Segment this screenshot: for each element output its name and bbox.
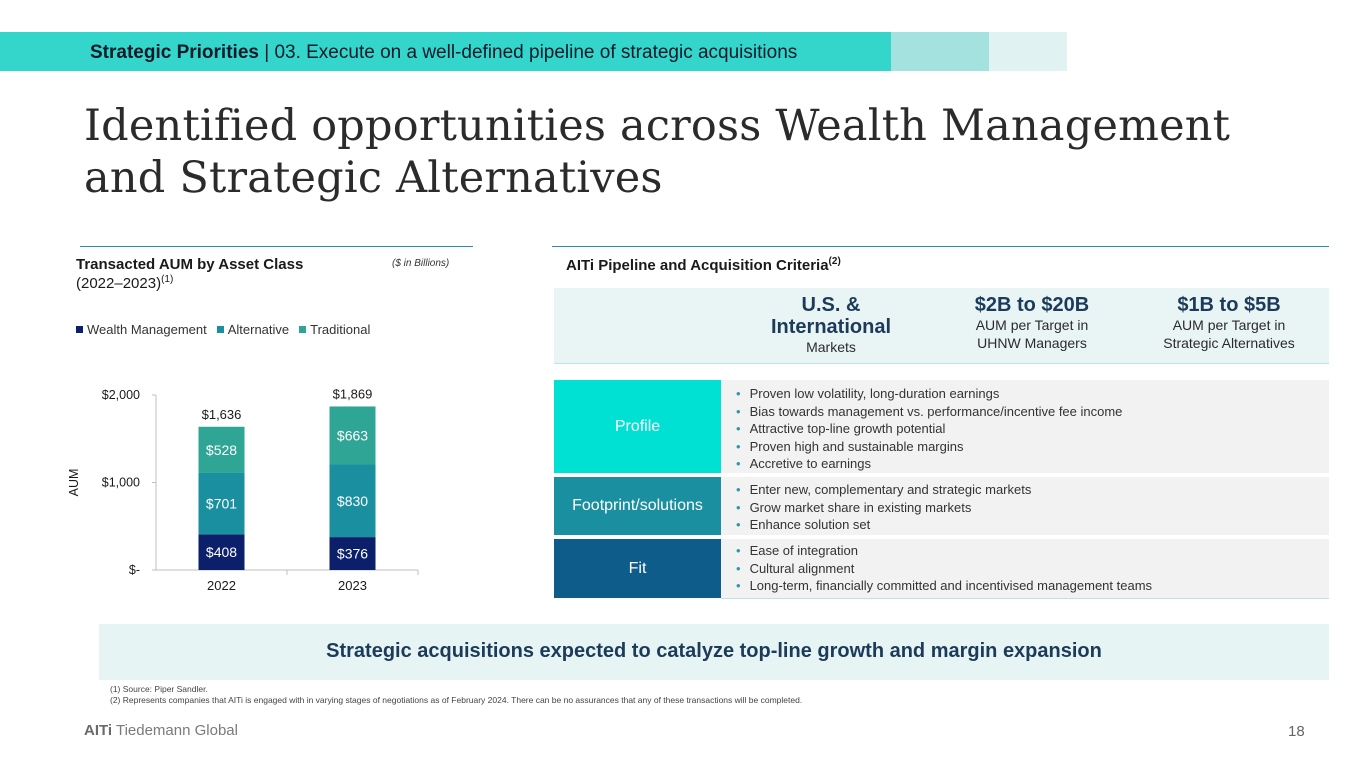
legend-item-traditional: Traditional bbox=[299, 322, 370, 337]
bar-segment-label: $701 bbox=[206, 496, 237, 512]
criteria-markets: U.S. & International Markets bbox=[746, 294, 916, 356]
criteria-uhnw-caption: AUM per Target in UHNW Managers bbox=[975, 317, 1089, 351]
list-item: Ease of integration bbox=[736, 542, 1152, 560]
x-tick-label: 2023 bbox=[338, 578, 367, 593]
banner-bar bbox=[0, 32, 891, 71]
criteria-uhnw: $2B to $20B AUM per Target in UHNW Manag… bbox=[942, 294, 1122, 352]
bar-segment bbox=[329, 406, 376, 465]
chart-divider bbox=[80, 246, 473, 247]
list-item: Cultural alignment bbox=[736, 560, 1152, 578]
chart-legend: Wealth Management Alternative Traditiona… bbox=[76, 322, 370, 337]
chart-unit-note: ($ in Billions) bbox=[392, 258, 450, 269]
pipeline-divider bbox=[552, 246, 1329, 247]
logo-text: Tiedemann Global bbox=[112, 722, 238, 739]
legend-swatch bbox=[299, 326, 307, 333]
criteria-uhnw-value: $2B to $20B bbox=[974, 294, 1090, 316]
y-axis-title: AUM bbox=[67, 469, 81, 497]
chart-subtitle: (2022–2023)(1) bbox=[76, 274, 174, 292]
criteria-markets-caption: Markets bbox=[806, 339, 856, 355]
row-label-footprint: Footprint/solutions bbox=[554, 477, 721, 535]
footnotes: (1) Source: Piper Sandler. (2) Represent… bbox=[110, 684, 802, 706]
section-banner: Strategic Priorities | 03. Execute on a … bbox=[90, 42, 797, 64]
criteria-alternatives: $1B to $5B AUM per Target in Strategic A… bbox=[1139, 294, 1319, 352]
banner-section-text: | 03. Execute on a well-defined pipeline… bbox=[258, 42, 798, 63]
list-item: Enter new, complementary and strategic m… bbox=[736, 481, 1032, 499]
page-number: 18 bbox=[1288, 723, 1305, 740]
bar-segment bbox=[329, 464, 376, 538]
y-tick-label: $1,000 bbox=[102, 476, 140, 490]
banner-section-label: Strategic Priorities bbox=[90, 42, 259, 63]
logo-mark: AITi bbox=[84, 722, 113, 739]
profile-criteria-list: Proven low volatility, long-duration ear… bbox=[736, 385, 1123, 473]
legend-item-wealth: Wealth Management bbox=[76, 322, 207, 337]
banner-accent-light bbox=[989, 32, 1067, 71]
bar-segment-label: $376 bbox=[337, 546, 368, 562]
row-label-fit: Fit bbox=[554, 539, 721, 598]
criteria-alternatives-caption: AUM per Target in Strategic Alternatives bbox=[1163, 317, 1295, 351]
row-label-profile: Profile bbox=[554, 380, 721, 473]
bar-total-label: $1,869 bbox=[333, 386, 373, 401]
bar-segment bbox=[329, 537, 376, 570]
pipeline-title: AITi Pipeline and Acquisition Criteria(2… bbox=[566, 256, 841, 274]
bar-segment bbox=[198, 534, 245, 570]
bar-segment bbox=[198, 426, 245, 473]
chart-title: Transacted AUM by Asset Class bbox=[76, 256, 304, 273]
bar-segment-label: $663 bbox=[337, 427, 368, 443]
page-title: Identified opportunities across Wealth M… bbox=[84, 101, 1231, 203]
company-logo: AITi Tiedemann Global bbox=[84, 722, 238, 739]
list-item: Bias towards management vs. performance/… bbox=[736, 403, 1123, 421]
takeaway-text: Strategic acquisitions expected to catal… bbox=[326, 640, 1102, 662]
legend-item-alternative: Alternative bbox=[216, 322, 289, 337]
legend-swatch bbox=[76, 326, 83, 333]
list-item: Proven high and sustainable margins bbox=[736, 438, 1122, 456]
takeaway-band bbox=[99, 624, 1329, 680]
legend-swatch bbox=[216, 326, 224, 333]
list-item: Accretive to earnings bbox=[736, 455, 1122, 473]
bar-total-label: $1,636 bbox=[202, 407, 242, 422]
y-tick-label: $- bbox=[129, 563, 140, 577]
list-item: Grow market share in existing markets bbox=[736, 499, 1031, 517]
list-item: Long-term, financially committed and inc… bbox=[736, 577, 1152, 595]
aum-stacked-bar-chart: $- $1,000 $2,000 AUM $408 $701 $528 $1,636 2022 $… bbox=[67, 386, 419, 593]
banner-accent bbox=[891, 32, 989, 71]
fit-criteria-list: Ease of integration Cultural alignment L… bbox=[736, 542, 1152, 595]
criteria-band: U.S. & International Markets $2B to $20B… bbox=[554, 288, 1329, 364]
criteria-markets-value: U.S. & International bbox=[770, 294, 891, 338]
criteria-alternatives-value: $1B to $5B bbox=[1177, 294, 1281, 316]
y-tick-label: $2,000 bbox=[102, 388, 140, 402]
footnote-1: (1) Source: Piper Sandler. bbox=[110, 684, 208, 694]
footnote-2: (2) Represents companies that AITi is en… bbox=[110, 695, 803, 705]
list-item: Attractive top-line growth potential bbox=[736, 420, 1122, 438]
bar-segment-label: $830 bbox=[337, 493, 368, 509]
list-item: Enhance solution set bbox=[736, 516, 1031, 534]
bar-segment bbox=[198, 472, 245, 535]
footprint-criteria-list: Enter new, complementary and strategic m… bbox=[736, 481, 1032, 534]
bar-segment-label: $408 bbox=[206, 544, 237, 560]
bar-segment-label: $528 bbox=[206, 442, 237, 458]
list-item: Proven low volatility, long-duration ear… bbox=[736, 385, 1122, 403]
x-tick-label: 2022 bbox=[207, 578, 236, 593]
